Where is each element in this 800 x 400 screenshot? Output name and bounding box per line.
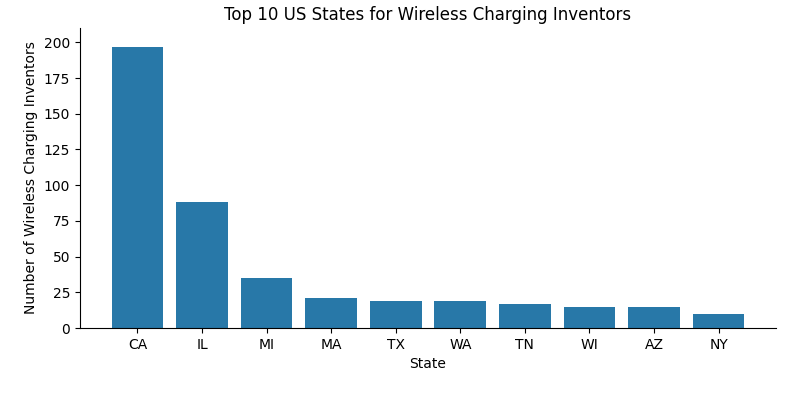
Bar — [241, 278, 293, 328]
Bar — [176, 202, 228, 328]
X-axis label: State: State — [410, 357, 446, 371]
Bar — [306, 298, 357, 328]
Bar — [563, 306, 615, 328]
Title: Top 10 US States for Wireless Charging Inventors: Top 10 US States for Wireless Charging I… — [225, 6, 631, 24]
Y-axis label: Number of Wireless Charging Inventors: Number of Wireless Charging Inventors — [24, 42, 38, 314]
Bar — [693, 314, 744, 328]
Bar — [628, 306, 680, 328]
Bar — [370, 301, 422, 328]
Bar — [499, 304, 550, 328]
Bar — [434, 301, 486, 328]
Bar — [112, 46, 163, 328]
